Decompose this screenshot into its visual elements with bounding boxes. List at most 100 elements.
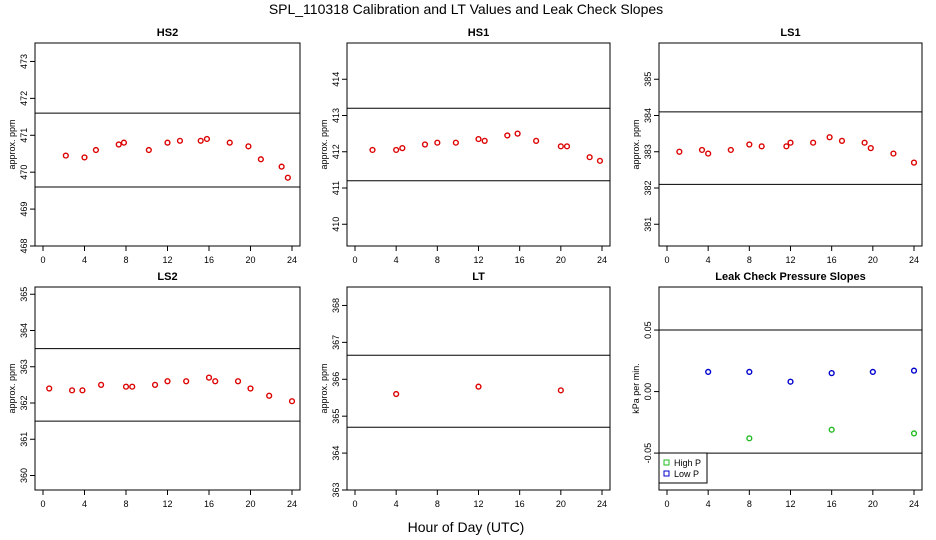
data-point	[867, 145, 874, 152]
y-tick-label: 0.00	[643, 383, 653, 401]
x-tick-label: 0	[352, 255, 357, 265]
y-tick-label: 468	[19, 238, 29, 253]
y-tick-label: 470	[19, 165, 29, 180]
x-tick-label: 24	[287, 499, 297, 509]
data-point	[247, 385, 254, 392]
data-point	[910, 367, 918, 374]
y-tick-label: 382	[643, 180, 653, 195]
data-point	[129, 383, 136, 390]
x-tick-label: 16	[827, 255, 837, 265]
y-tick-label: 368	[331, 298, 341, 313]
data-point	[826, 134, 833, 141]
data-point	[62, 152, 69, 159]
y-tick-label: 412	[331, 144, 341, 159]
panel-title: LS1	[780, 27, 800, 39]
x-tick-label: 16	[515, 255, 525, 265]
x-tick-label: 4	[706, 499, 711, 509]
legend-box	[658, 452, 708, 484]
data-point	[698, 146, 706, 154]
data-point	[705, 368, 712, 375]
data-point	[226, 139, 233, 146]
x-tick-label: 4	[82, 499, 87, 509]
x-tick-label: 24	[909, 499, 919, 509]
y-tick-label: 360	[19, 468, 29, 483]
y-tick-label: 362	[19, 395, 29, 410]
y-axis-label: approx. ppm	[319, 363, 329, 413]
y-tick-label: 410	[331, 217, 341, 232]
y-tick-label: 363	[19, 359, 29, 374]
data-point	[533, 137, 540, 144]
data-point	[475, 383, 482, 390]
x-tick-label: 0	[40, 255, 45, 265]
x-tick-label: 16	[204, 255, 214, 265]
data-point	[563, 143, 571, 150]
data-point	[145, 146, 152, 154]
x-tick-label: 20	[868, 499, 878, 509]
x-tick-label: 0	[664, 255, 669, 265]
legend-marker	[663, 470, 670, 477]
y-tick-label: -0.05	[643, 443, 653, 464]
data-point	[176, 137, 184, 144]
data-point	[284, 174, 291, 181]
y-tick-label: 414	[331, 72, 341, 87]
data-point	[910, 430, 918, 437]
y-tick-label: 365	[19, 287, 29, 302]
data-point	[288, 398, 296, 405]
x-tick-label: 4	[706, 255, 711, 265]
y-axis-label: approx. ppm	[319, 119, 329, 169]
y-tick-label: 361	[19, 432, 29, 447]
y-tick-label: 469	[19, 202, 29, 217]
data-point	[481, 137, 488, 144]
x-tick-label: 20	[868, 255, 878, 265]
data-point	[46, 385, 53, 392]
y-tick-label: 471	[19, 128, 29, 143]
x-tick-label: 8	[747, 499, 752, 509]
y-tick-label: 384	[643, 108, 653, 123]
data-point	[787, 139, 794, 146]
data-point	[596, 157, 604, 164]
y-tick-label: 385	[643, 72, 653, 87]
legend-marker	[663, 459, 670, 466]
panel-title: Leak Check Pressure Slopes	[715, 271, 865, 283]
data-point	[452, 139, 459, 146]
x-tick-label: 12	[473, 255, 483, 265]
x-tick-label: 4	[394, 499, 399, 509]
y-tick-label: 364	[19, 323, 29, 338]
data-point	[475, 135, 482, 143]
data-point	[705, 150, 712, 157]
y-axis-label: approx. ppm	[7, 363, 17, 413]
x-tick-label: 20	[245, 499, 255, 509]
x-tick-label: 0	[40, 499, 45, 509]
data-point	[393, 390, 400, 398]
data-point	[890, 150, 897, 157]
data-point	[434, 139, 441, 146]
x-tick-label: 0	[352, 499, 357, 509]
data-point	[81, 154, 88, 161]
x-tick-label: 20	[556, 255, 566, 265]
y-tick-label: 367	[331, 335, 341, 350]
data-point	[369, 146, 376, 154]
data-point	[861, 139, 868, 146]
data-point	[746, 435, 753, 442]
x-tick-label: 12	[785, 255, 795, 265]
data-point	[421, 141, 429, 148]
x-tick-label: 12	[785, 499, 795, 509]
x-tick-label: 0	[664, 499, 669, 509]
data-point	[266, 392, 273, 399]
data-point	[838, 137, 846, 144]
x-tick-label: 24	[597, 255, 607, 265]
data-point	[828, 370, 835, 377]
data-point	[676, 148, 683, 155]
x-tick-label: 8	[123, 499, 128, 509]
x-tick-label: 12	[473, 499, 483, 509]
x-tick-label: 12	[162, 255, 172, 265]
data-point	[869, 368, 876, 375]
data-point	[97, 381, 105, 388]
panel-title: HS2	[157, 27, 178, 39]
x-tick-label: 24	[909, 255, 919, 265]
panel-3: LS2 0 4 8 12 16 20 24 360 361 362 363 364 365 approx. …	[7, 271, 301, 509]
x-tick-label: 20	[245, 255, 255, 265]
legend-label: Low P	[674, 469, 699, 479]
legend-label: High P	[674, 458, 701, 468]
data-point	[586, 154, 593, 161]
